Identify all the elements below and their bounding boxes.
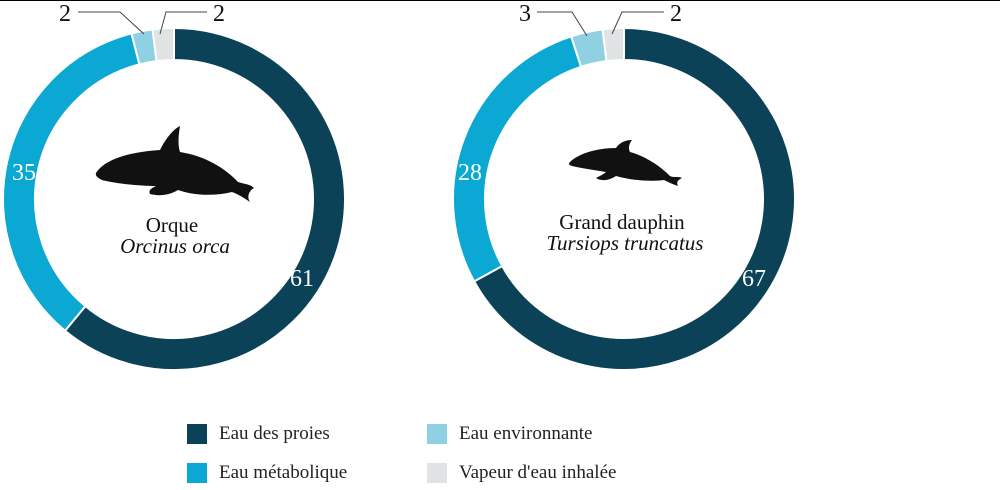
donut-grand-dauphin [452, 26, 796, 371]
orque-leader-vapeur [159, 11, 207, 35]
dauphin-slice-vapeur [601, 26, 625, 63]
dauphin-label-vapeur: 2 [670, 1, 682, 27]
orque-label-metabolique: 35 [12, 160, 36, 186]
dolphin-icon [568, 140, 682, 186]
dauphin-title: Grand dauphin [559, 210, 685, 234]
donut-orque [2, 26, 346, 371]
orque-leader-environnante [78, 11, 145, 35]
orque-title: Orque [146, 213, 198, 237]
legend-swatch-vapeur [427, 463, 447, 483]
legend-swatch-environnante [427, 424, 447, 444]
dauphin-label-proies: 67 [742, 266, 766, 292]
orque-slice-proies [63, 26, 346, 371]
legend-swatch-metabolique [187, 463, 207, 483]
legend-label-vapeur: Vapeur d'eau inhalée [459, 462, 617, 483]
orque-label-proies: 61 [290, 266, 314, 292]
legend-label-metabolique: Eau métabolique [219, 462, 348, 483]
legend-item-vapeur: Vapeur d'eau inhalée [427, 460, 616, 486]
donut-charts: Orque Orcinus orca Grand dauphin Tursiop… [2, 1, 796, 371]
dauphin-leader-vapeur [611, 11, 664, 35]
top-rule [0, 0, 1000, 1]
dauphin-label-environnante: 3 [519, 1, 531, 27]
orca-icon [95, 126, 254, 202]
legend-item-metabolique: Eau métabolique [187, 460, 347, 486]
dauphin-label-metabolique: 28 [458, 160, 482, 186]
dauphin-leader-environnante [537, 11, 588, 37]
legend-label-environnante: Eau environnante [459, 423, 593, 444]
orque-slice-vapeur [151, 26, 175, 63]
legend-item-environnante: Eau environnante [427, 421, 592, 447]
legend-item-proies: Eau des proies [187, 421, 330, 447]
orque-label-environnante: 2 [59, 1, 71, 27]
dauphin-species: Tursiops truncatus [547, 231, 704, 255]
orque-species: Orcinus orca [120, 234, 230, 258]
legend-swatch-proies [187, 424, 207, 444]
dauphin-slice-proies [472, 26, 796, 371]
orque-label-vapeur: 2 [213, 1, 225, 27]
legend-label-proies: Eau des proies [219, 423, 330, 444]
